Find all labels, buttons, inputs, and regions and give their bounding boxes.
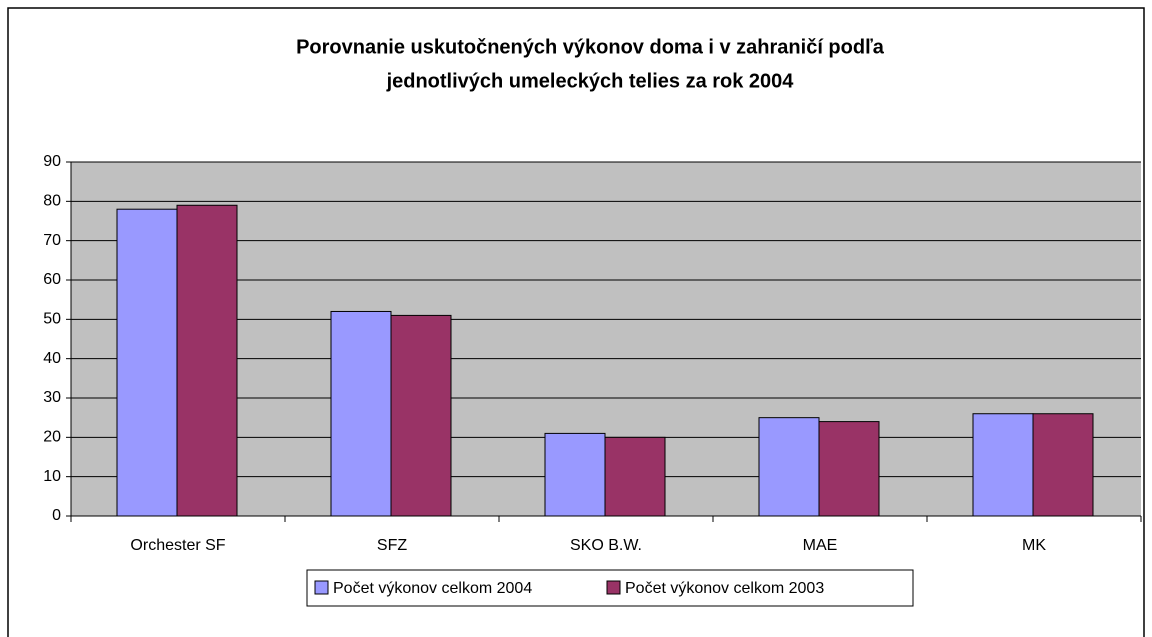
y-tick-label: 40 bbox=[43, 350, 61, 367]
legend-swatch bbox=[314, 580, 329, 595]
bar bbox=[544, 432, 606, 517]
y-tick-label: 90 bbox=[43, 153, 61, 170]
x-tick-label: SFZ bbox=[377, 537, 407, 554]
y-tick-label: 30 bbox=[43, 389, 61, 406]
legend-label: Počet výkonov celkom 2003 bbox=[625, 580, 824, 597]
bar bbox=[390, 314, 452, 517]
y-tick-label: 70 bbox=[43, 232, 61, 249]
x-tick-label: Orchester SF bbox=[130, 537, 225, 554]
chart-title: jednotlivých umeleckých telies za rok 20… bbox=[386, 70, 795, 92]
chart-title: Porovnanie uskutočnených výkonov doma i … bbox=[296, 36, 885, 58]
bar bbox=[116, 208, 178, 517]
x-tick-label: SKO B.W. bbox=[570, 537, 642, 554]
y-tick-label: 60 bbox=[43, 271, 61, 288]
bar bbox=[176, 204, 238, 517]
y-tick-label: 50 bbox=[43, 311, 61, 328]
bar bbox=[758, 417, 820, 517]
legend-swatch bbox=[606, 580, 621, 595]
y-tick-label: 0 bbox=[52, 507, 61, 524]
bar bbox=[972, 413, 1034, 517]
x-tick-label: MK bbox=[1022, 537, 1046, 554]
legend-label: Počet výkonov celkom 2004 bbox=[333, 580, 532, 597]
x-tick-label: MAE bbox=[803, 537, 838, 554]
bar bbox=[604, 436, 666, 517]
bar bbox=[1032, 413, 1094, 517]
y-tick-label: 80 bbox=[43, 193, 61, 210]
bar bbox=[330, 310, 392, 517]
bar bbox=[818, 421, 880, 517]
y-tick-label: 20 bbox=[43, 429, 61, 446]
y-tick-label: 10 bbox=[43, 468, 61, 485]
